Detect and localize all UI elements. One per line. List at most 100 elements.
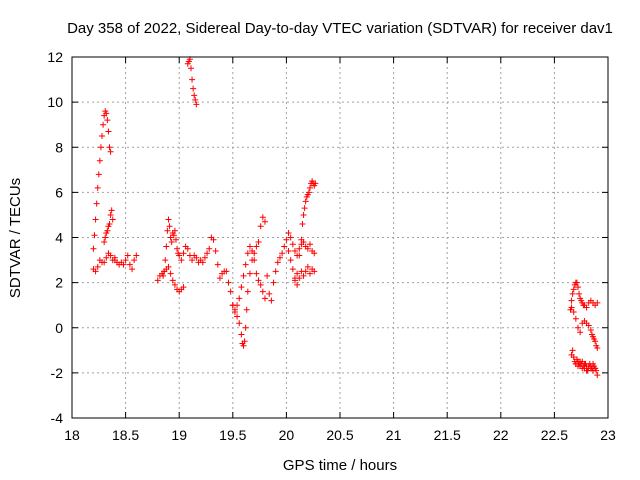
data-point [283, 236, 290, 243]
data-point [131, 257, 138, 264]
y-tick-label: 6 [55, 184, 63, 200]
y-tick-label: -4 [51, 410, 64, 426]
series-prn-i [274, 229, 318, 266]
data-point [166, 223, 173, 230]
data-point [246, 270, 253, 277]
data-point [570, 308, 577, 315]
data-point [240, 272, 247, 279]
data-point [569, 347, 576, 354]
data-point [302, 198, 309, 205]
data-point [231, 306, 238, 313]
data-point [305, 189, 312, 196]
data-point [210, 236, 217, 243]
data-point [289, 266, 296, 273]
x-tick-label: 18 [64, 427, 80, 443]
data-point [266, 290, 273, 297]
data-point [300, 272, 307, 279]
data-point [242, 261, 249, 268]
data-point [291, 248, 298, 255]
data-point [574, 284, 581, 291]
data-point [165, 263, 172, 270]
data-point [287, 234, 294, 241]
series-prn-e [154, 263, 187, 295]
data-point [107, 252, 114, 259]
data-point [251, 257, 258, 264]
data-point [281, 243, 288, 250]
data-point [568, 297, 575, 304]
data-point [95, 171, 102, 178]
data-point [244, 250, 251, 257]
x-tick-label: 22 [493, 427, 509, 443]
data-point [301, 205, 308, 212]
y-tick-label: -2 [51, 365, 64, 381]
data-point [206, 245, 213, 252]
data-point [162, 257, 169, 264]
data-points [90, 56, 601, 379]
data-point [167, 270, 174, 277]
data-point [122, 257, 129, 264]
series-prn-k [285, 248, 318, 288]
data-point [192, 96, 199, 103]
data-point [592, 365, 599, 372]
data-point [300, 211, 307, 218]
data-point [180, 284, 187, 291]
data-point [589, 360, 596, 367]
x-tick-label: 20 [279, 427, 295, 443]
data-point [312, 180, 319, 187]
data-point [101, 259, 108, 266]
x-tick-label: 22.5 [541, 427, 568, 443]
data-point [234, 302, 241, 309]
data-point [172, 236, 179, 243]
data-point [255, 277, 262, 284]
data-point [576, 290, 583, 297]
data-point [124, 252, 131, 259]
data-point [189, 257, 196, 264]
data-point [276, 254, 283, 261]
data-point [178, 257, 185, 264]
series-prn-f [184, 56, 200, 108]
data-point [129, 266, 136, 273]
data-point [570, 286, 577, 293]
data-point [255, 239, 262, 246]
data-point [287, 257, 294, 264]
data-point [100, 121, 107, 128]
data-point [246, 243, 253, 250]
data-point [109, 216, 116, 223]
data-point [101, 239, 108, 246]
data-point [108, 207, 115, 214]
y-tick-label: 8 [55, 139, 63, 155]
series-prn-c [101, 207, 118, 264]
x-tick-label: 23 [600, 427, 616, 443]
axis-ticks: 18 18.5 19 19.5 20 20.5 21 21.5 22 22.5 23 -4 -2 0 2 4 6… [47, 49, 616, 443]
data-point [311, 268, 318, 275]
data-point [302, 268, 309, 275]
data-point [187, 65, 194, 72]
y-tick-label: 0 [55, 320, 63, 336]
data-point [106, 144, 113, 151]
data-point [574, 363, 581, 370]
data-point [191, 92, 198, 99]
data-point [264, 272, 271, 279]
data-point [253, 270, 260, 277]
data-point [272, 268, 279, 275]
data-point [180, 250, 187, 257]
data-point [170, 232, 177, 239]
y-tick-label: 10 [47, 94, 63, 110]
data-point [296, 252, 303, 259]
data-point [216, 275, 223, 282]
data-point [94, 263, 101, 270]
data-point [249, 248, 256, 255]
data-point [103, 254, 110, 261]
data-point [104, 227, 111, 234]
chart-title: Day 358 of 2022, Sidereal Day-to-day VTE… [67, 20, 613, 37]
data-point [133, 252, 140, 259]
data-point [296, 245, 303, 252]
data-point [227, 288, 234, 295]
data-point [184, 245, 191, 252]
x-tick-label: 19.5 [219, 427, 246, 443]
data-point [268, 297, 275, 304]
data-point [199, 259, 206, 266]
data-point [289, 241, 296, 248]
data-point [583, 304, 590, 311]
